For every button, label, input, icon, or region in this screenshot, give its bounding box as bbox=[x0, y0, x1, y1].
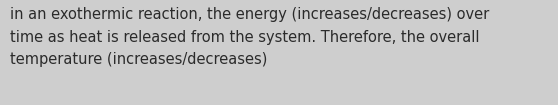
Text: in an exothermic reaction, the energy (increases/decreases) over
time as heat is: in an exothermic reaction, the energy (i… bbox=[10, 7, 489, 67]
